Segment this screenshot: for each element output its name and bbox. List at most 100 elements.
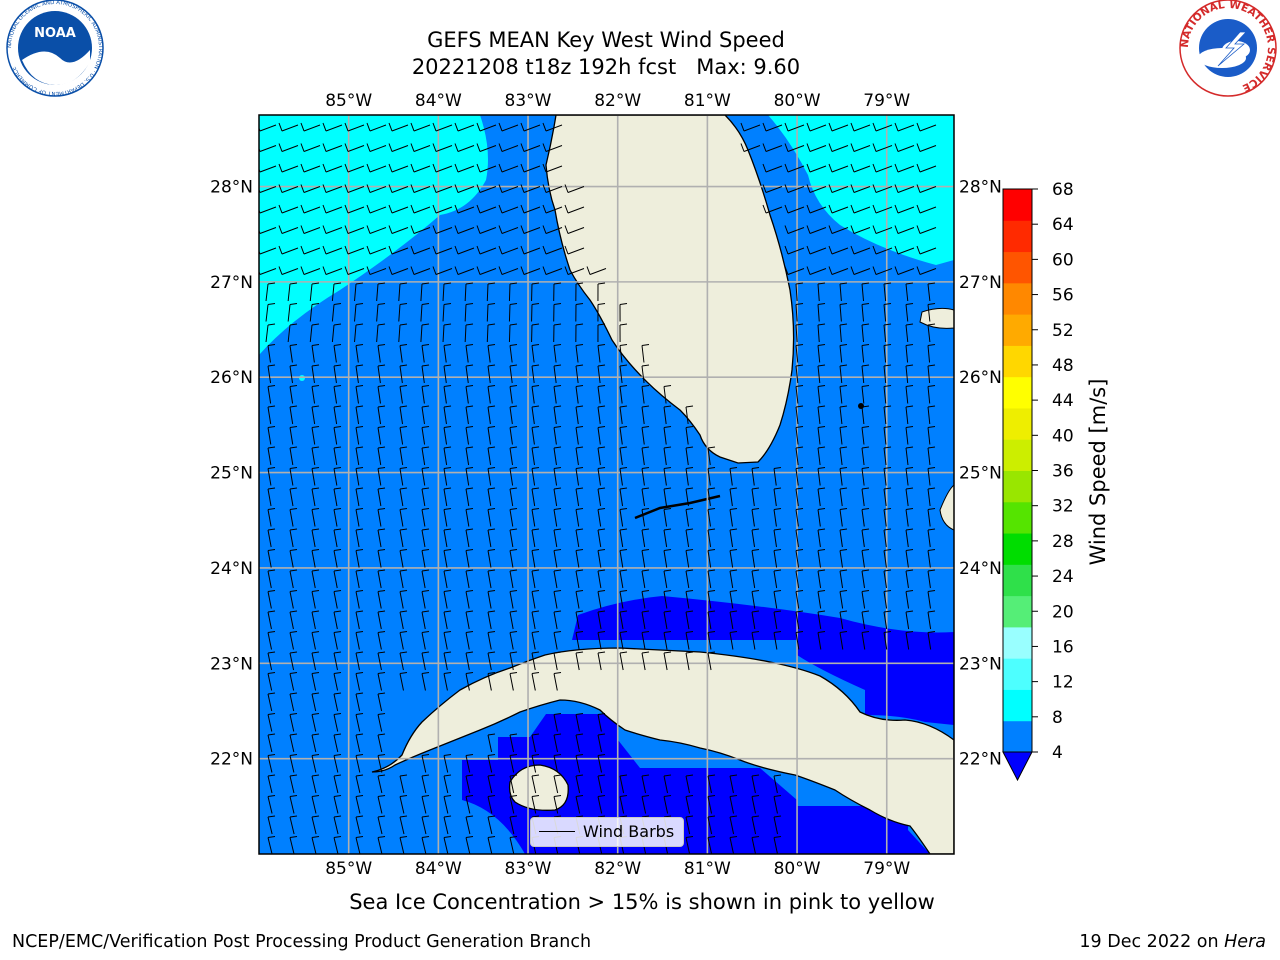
land-florida — [545, 115, 795, 464]
wind-barb — [795, 508, 804, 527]
wind-barb — [432, 266, 453, 275]
colorbar-segment — [1003, 564, 1032, 597]
wind-barb — [311, 631, 320, 650]
wind-barb — [894, 266, 915, 275]
wind-barb — [839, 364, 848, 384]
wind-barb — [751, 836, 760, 854]
wind-barb — [333, 508, 342, 527]
wind-barb — [597, 528, 606, 548]
wind-barb — [443, 426, 452, 445]
wind-barb — [432, 184, 453, 193]
wind-barb — [817, 487, 826, 507]
wind-barb — [377, 508, 386, 527]
wind-barb — [575, 569, 584, 589]
wind-barb — [597, 385, 606, 404]
wind-barb — [575, 795, 584, 814]
wind-barb — [850, 204, 871, 214]
wind-barb — [707, 467, 716, 486]
wind-barb — [905, 610, 914, 630]
wind-barb — [806, 204, 827, 214]
wind-barb — [795, 446, 804, 466]
wind-barb — [498, 245, 519, 255]
wind-barb — [619, 405, 628, 425]
wind-barb — [531, 405, 540, 425]
wind-barb — [267, 815, 276, 835]
wind-barb — [850, 184, 871, 193]
wind-barb — [509, 610, 518, 630]
wind-barb — [376, 303, 386, 322]
wind-barb — [399, 651, 408, 671]
wind-barb — [817, 303, 826, 322]
wind-barb — [464, 303, 474, 322]
wind-barb — [531, 569, 540, 589]
colorbar-segment — [1003, 345, 1032, 378]
wind-barb — [287, 282, 298, 302]
wind-barb — [641, 487, 650, 507]
wind-barb — [322, 184, 343, 193]
wind-barb — [729, 774, 738, 794]
wind-barb — [795, 487, 804, 507]
wind-barb — [905, 549, 914, 568]
wind-barb — [619, 303, 628, 322]
wind-barb — [377, 631, 386, 650]
wind-barb — [817, 364, 826, 384]
chart-title: GEFS MEAN Key West Wind Speed — [427, 28, 785, 52]
colorbar-segment — [1003, 533, 1032, 565]
wind-barb — [927, 610, 936, 630]
wind-barb — [520, 225, 541, 234]
lon-label-bottom: 80°W — [774, 859, 821, 879]
wind-barb — [442, 303, 452, 322]
wind-barb — [872, 225, 893, 234]
wind-barb — [508, 323, 518, 343]
wind-barb — [267, 590, 276, 609]
wind-barb — [331, 323, 342, 343]
wind-barb — [773, 487, 782, 507]
wind-barb — [685, 836, 694, 854]
wind-barb — [508, 303, 518, 322]
wind-barb — [344, 143, 365, 152]
wind-barb — [289, 754, 298, 773]
wind-barb — [443, 774, 452, 794]
wind-barb — [773, 815, 782, 835]
lat-label-right: 23°N — [959, 654, 1002, 674]
wind-barb — [333, 672, 342, 691]
wind-barb — [542, 245, 563, 255]
wind-barb — [509, 590, 518, 609]
wind-barb — [553, 713, 562, 732]
wind-barb — [366, 266, 387, 275]
wind-barb — [509, 795, 518, 814]
wind-barb — [289, 528, 298, 548]
wind-barb — [619, 385, 628, 404]
wind-barb — [553, 528, 562, 548]
wind-barb — [817, 528, 826, 548]
wind-barb — [487, 774, 496, 794]
wind-barb — [894, 122, 915, 132]
wind-barb — [333, 631, 342, 650]
colorbar-tick-label: 64 — [1052, 215, 1074, 235]
wind-barb — [311, 569, 320, 589]
wind-barb — [355, 631, 364, 650]
lon-label-bottom: 84°W — [415, 859, 462, 879]
wind-barb — [476, 163, 497, 173]
wind-barb — [267, 610, 276, 630]
wind-barb — [861, 385, 870, 404]
wind-barb — [267, 836, 276, 854]
wind-barb — [597, 774, 606, 794]
wind-barb — [311, 426, 320, 445]
wind-barb — [553, 405, 562, 425]
wind-barb — [531, 323, 540, 343]
wind-barb — [421, 672, 430, 691]
wind-barb — [278, 163, 299, 173]
wind-barb — [597, 282, 606, 302]
wind-barb — [553, 774, 562, 794]
wind-barb — [399, 672, 408, 691]
wind-barb — [309, 282, 320, 302]
wind-barb — [311, 590, 320, 609]
wind-barb — [267, 774, 276, 794]
wind-barb — [773, 795, 782, 814]
wind-barb — [553, 569, 562, 589]
wind-barb — [597, 303, 606, 322]
colorbar-tick-label: 56 — [1052, 286, 1074, 306]
wind-barb — [707, 815, 716, 835]
wind-barb — [795, 344, 804, 363]
